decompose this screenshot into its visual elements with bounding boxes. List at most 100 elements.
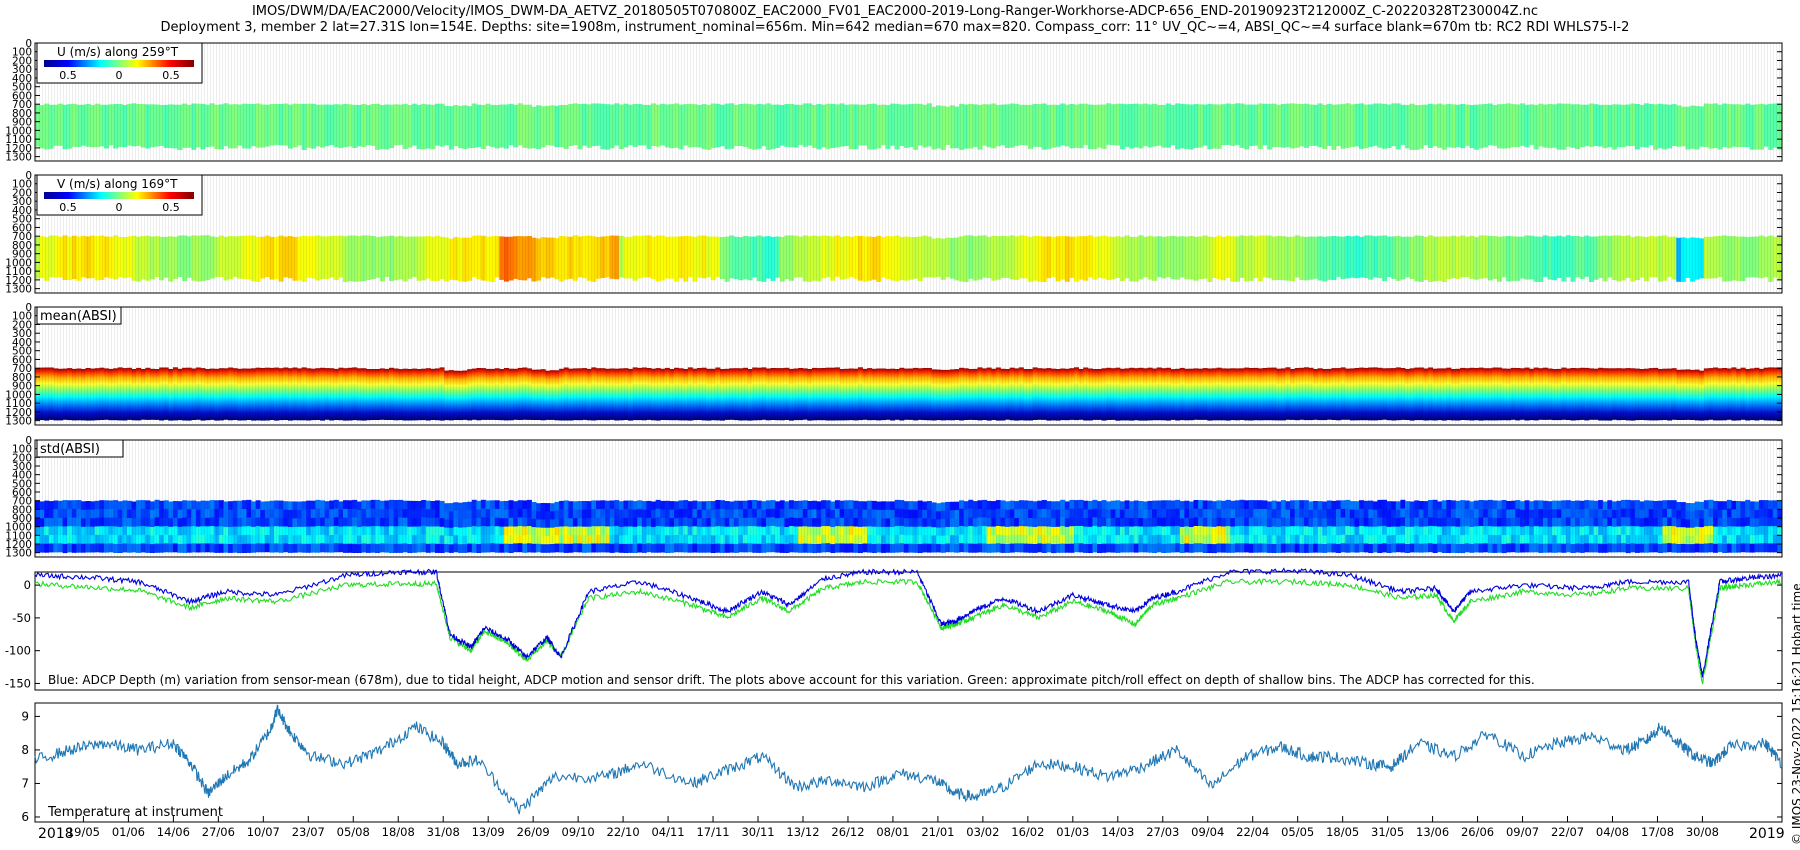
plot-frame — [34, 702, 1783, 823]
x-tick-label: 01/03 — [1056, 825, 1089, 839]
v-colorbar-title: V (m/s) along 169°T — [57, 177, 178, 191]
blue-depth-series-line — [34, 567, 1782, 678]
x-tick-label: 13/06 — [1416, 825, 1449, 839]
plot-frame — [34, 571, 1783, 691]
y-tick-label: 1200 — [5, 275, 32, 287]
x-tick-label: 17/08 — [1641, 825, 1674, 839]
plot-frame — [34, 306, 1783, 426]
y-tick-label: 200 — [12, 187, 32, 199]
figure-title-line1: IMOS/DWM/DA/EAC2000/Velocity/IMOS_DWM-DA… — [251, 4, 1539, 19]
u-scale-label-zero: 0 — [116, 69, 123, 82]
y-tick-label: 800 — [12, 504, 32, 516]
y-tick-label: 200 — [12, 319, 32, 331]
y-tick-label: 100 — [12, 444, 32, 456]
std-absi-panel: 0100200300400500600700800900100011001200… — [5, 435, 1783, 560]
x-tick-label: 19/05 — [67, 825, 100, 839]
y-tick-label: 700 — [12, 496, 32, 508]
mean-absi-panel: 0100200300400500600700800900100011001200… — [5, 302, 1783, 428]
y-tick-label: 500 — [12, 346, 32, 358]
u-colorbar-legend: U (m/s) along 259°T 0.5 0 0.5 — [36, 42, 203, 84]
x-tick-label: 14/03 — [1101, 825, 1134, 839]
heatmap-texture — [35, 440, 1782, 557]
y-tick-label: 400 — [12, 337, 32, 349]
x-tick-label: 21/01 — [921, 825, 954, 839]
y-tick-label: 500 — [12, 214, 32, 226]
plot-frame — [34, 439, 1783, 558]
u-colorbar-title: U (m/s) along 259°T — [57, 45, 179, 59]
x-tick-label: 22/07 — [1551, 825, 1584, 839]
x-tick-label: 08/01 — [876, 825, 909, 839]
x-tick-label: 30/11 — [741, 825, 774, 839]
y-tick-label: 300 — [12, 64, 32, 76]
x-tick-label: 18/08 — [382, 825, 415, 839]
u-scale-label-high: 0.5 — [162, 69, 180, 82]
std-absi-label: std(ABSI) — [40, 442, 100, 457]
x-tick-label: 09/10 — [562, 825, 595, 839]
end-year-label: 2019 — [1749, 826, 1785, 842]
x-tick-label: 22/10 — [607, 825, 640, 839]
y-tick-label: 900 — [12, 117, 32, 129]
y-tick-label: 600 — [12, 90, 32, 102]
x-tick-label: 14/06 — [157, 825, 190, 839]
x-tick-label: 09/07 — [1506, 825, 1539, 839]
temperature-panel: 6 7 8 9 — [21, 702, 1783, 824]
y-tick-label: 200 — [12, 452, 32, 464]
y-tick-label: 300 — [12, 328, 32, 340]
x-tick-label: 05/05 — [1281, 825, 1314, 839]
y-tick-label: -50 — [12, 611, 31, 625]
y-tick-label: 0 — [25, 302, 32, 314]
x-tick-label: 09/04 — [1191, 825, 1224, 839]
x-tick-label: 26/12 — [831, 825, 864, 839]
y-tick-label: 0 — [25, 38, 32, 50]
y-tick-label: 0 — [24, 578, 31, 592]
x-tick-label: 27/06 — [202, 825, 235, 839]
y-tick-label: 1300 — [5, 152, 32, 164]
y-tick-label: 7 — [21, 776, 29, 790]
v-scale-label-zero: 0 — [116, 201, 123, 214]
y-tick-label: 600 — [12, 222, 32, 234]
green-depth-series-line — [34, 577, 1782, 685]
v-velocity-panel: 0100200300400500600700800900100011001200… — [5, 170, 1783, 296]
y-tick-label: -100 — [5, 644, 31, 658]
std-absi-label-box: std(ABSI) — [36, 439, 124, 458]
y-tick-label: 600 — [12, 354, 32, 366]
x-tick-label: 10/07 — [247, 825, 280, 839]
y-tick-label: 800 — [12, 240, 32, 252]
x-tick-label: 03/02 — [966, 825, 999, 839]
plot-frame — [34, 174, 1783, 294]
y-tick-label: 100 — [12, 311, 32, 323]
v-colorbar-legend: V (m/s) along 169°T 0.5 0 0.5 — [36, 174, 203, 216]
y-tick-label: 1100 — [5, 398, 32, 410]
y-tick-label: 9 — [21, 709, 29, 723]
y-tick-label: 1000 — [5, 389, 32, 401]
y-tick-label: 1300 — [5, 416, 32, 428]
temperature-series-line — [34, 704, 1782, 815]
x-tick-label: 26/09 — [517, 825, 550, 839]
x-tick-label: 31/08 — [427, 825, 460, 839]
y-tick-label: 1200 — [5, 539, 32, 551]
v-scale-label-high: 0.5 — [162, 201, 180, 214]
side-timestamp: © IMOS 23-Nov-2022 15:16:21 Hobart time — [1790, 583, 1800, 845]
x-tick-label: 13/12 — [786, 825, 819, 839]
y-tick-label: 700 — [12, 231, 32, 243]
x-tick-label: 23/07 — [292, 825, 325, 839]
x-tick-label: 18/05 — [1326, 825, 1359, 839]
y-tick-label: 900 — [12, 513, 32, 525]
x-tick-label: 13/09 — [472, 825, 505, 839]
y-tick-label: 1000 — [5, 257, 32, 269]
y-tick-label: 8 — [21, 743, 29, 757]
start-year-label: 2018 — [38, 826, 74, 842]
x-tick-label: 16/02 — [1011, 825, 1044, 839]
y-tick-label: 1300 — [5, 284, 32, 296]
u-velocity-panel: 0100200300400500600700800900100011001200… — [5, 38, 1783, 164]
y-tick-label: 800 — [12, 108, 32, 120]
y-tick-label: 700 — [12, 99, 32, 111]
y-tick-label: 800 — [12, 372, 32, 384]
y-tick-label: 1100 — [5, 134, 32, 146]
y-tick-label: 500 — [12, 478, 32, 490]
y-tick-label: -150 — [5, 676, 31, 690]
depth-caption: Blue: ADCP Depth (m) variation from sens… — [48, 673, 1535, 687]
temperature-label: Temperature at instrument — [47, 805, 223, 820]
x-tick-label: 31/05 — [1371, 825, 1404, 839]
